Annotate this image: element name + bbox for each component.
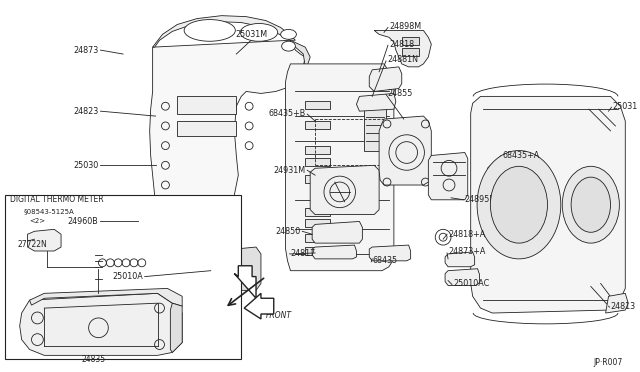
Polygon shape — [156, 267, 228, 277]
Bar — [305, 158, 330, 166]
Text: 25030: 25030 — [73, 161, 99, 170]
Text: 24823: 24823 — [73, 107, 99, 116]
Text: 24818+A: 24818+A — [448, 230, 485, 239]
Polygon shape — [136, 218, 152, 231]
Bar — [402, 48, 419, 56]
Ellipse shape — [477, 151, 561, 259]
Text: 27722N: 27722N — [18, 240, 47, 248]
Text: 24817: 24817 — [291, 250, 316, 259]
Polygon shape — [310, 165, 379, 215]
Bar — [305, 101, 330, 109]
Polygon shape — [20, 294, 182, 355]
Text: 68435: 68435 — [372, 256, 397, 265]
Ellipse shape — [282, 41, 296, 51]
Bar — [5, 195, 241, 359]
Bar — [177, 121, 236, 136]
Text: §08543-5125A: §08543-5125A — [24, 209, 74, 215]
Polygon shape — [605, 294, 628, 313]
Text: <2>: <2> — [29, 218, 45, 224]
Ellipse shape — [490, 166, 547, 243]
Polygon shape — [356, 93, 396, 111]
Text: 24898M: 24898M — [389, 22, 421, 31]
Text: JP·R007: JP·R007 — [593, 358, 622, 367]
Polygon shape — [312, 221, 362, 243]
Ellipse shape — [184, 20, 236, 41]
Text: 24931M: 24931M — [273, 166, 305, 175]
Polygon shape — [211, 247, 261, 291]
Polygon shape — [312, 245, 356, 259]
Polygon shape — [29, 288, 182, 306]
Polygon shape — [150, 40, 305, 279]
Bar — [177, 96, 236, 114]
Polygon shape — [170, 303, 182, 352]
Polygon shape — [477, 155, 507, 183]
Text: 25010A: 25010A — [112, 272, 143, 281]
Polygon shape — [152, 16, 296, 47]
Text: 25031: 25031 — [612, 102, 637, 111]
Polygon shape — [296, 141, 313, 165]
Ellipse shape — [240, 23, 278, 41]
Polygon shape — [445, 269, 479, 285]
Text: 24960B: 24960B — [68, 217, 99, 226]
Text: 24818: 24818 — [389, 40, 414, 49]
Ellipse shape — [563, 166, 620, 243]
Polygon shape — [428, 153, 468, 200]
Polygon shape — [28, 229, 61, 251]
Text: 24850: 24850 — [275, 227, 300, 236]
Bar — [305, 234, 330, 242]
Text: FRONT: FRONT — [266, 311, 292, 321]
Text: 25031M: 25031M — [235, 30, 267, 39]
Text: 24895N: 24895N — [465, 195, 496, 204]
Polygon shape — [369, 67, 402, 92]
Bar — [305, 175, 330, 183]
Bar — [305, 219, 330, 227]
Polygon shape — [445, 252, 475, 267]
Bar — [305, 145, 330, 154]
Text: 24813: 24813 — [611, 302, 636, 311]
Text: 24881N: 24881N — [387, 55, 418, 64]
Ellipse shape — [281, 29, 296, 39]
Text: 25010AC: 25010AC — [453, 279, 489, 288]
Polygon shape — [285, 64, 394, 271]
Polygon shape — [379, 116, 431, 185]
Polygon shape — [374, 31, 431, 67]
Text: 24873+A: 24873+A — [448, 247, 485, 256]
Text: 24873: 24873 — [73, 46, 99, 55]
Text: 68435+B: 68435+B — [268, 109, 305, 118]
Polygon shape — [470, 96, 625, 313]
Text: DIGITAL THERMO METER: DIGITAL THERMO METER — [10, 195, 104, 204]
Polygon shape — [369, 245, 411, 261]
Bar — [402, 37, 419, 45]
Bar — [305, 121, 330, 129]
Text: 68435+A: 68435+A — [502, 151, 540, 160]
Polygon shape — [234, 266, 256, 298]
Text: 24835: 24835 — [81, 355, 106, 364]
Polygon shape — [152, 254, 175, 269]
Polygon shape — [291, 40, 310, 84]
Text: 24855: 24855 — [387, 89, 412, 98]
Bar — [364, 96, 386, 151]
Polygon shape — [244, 294, 274, 319]
Bar — [305, 208, 330, 215]
Bar — [305, 247, 330, 255]
Ellipse shape — [571, 177, 611, 232]
